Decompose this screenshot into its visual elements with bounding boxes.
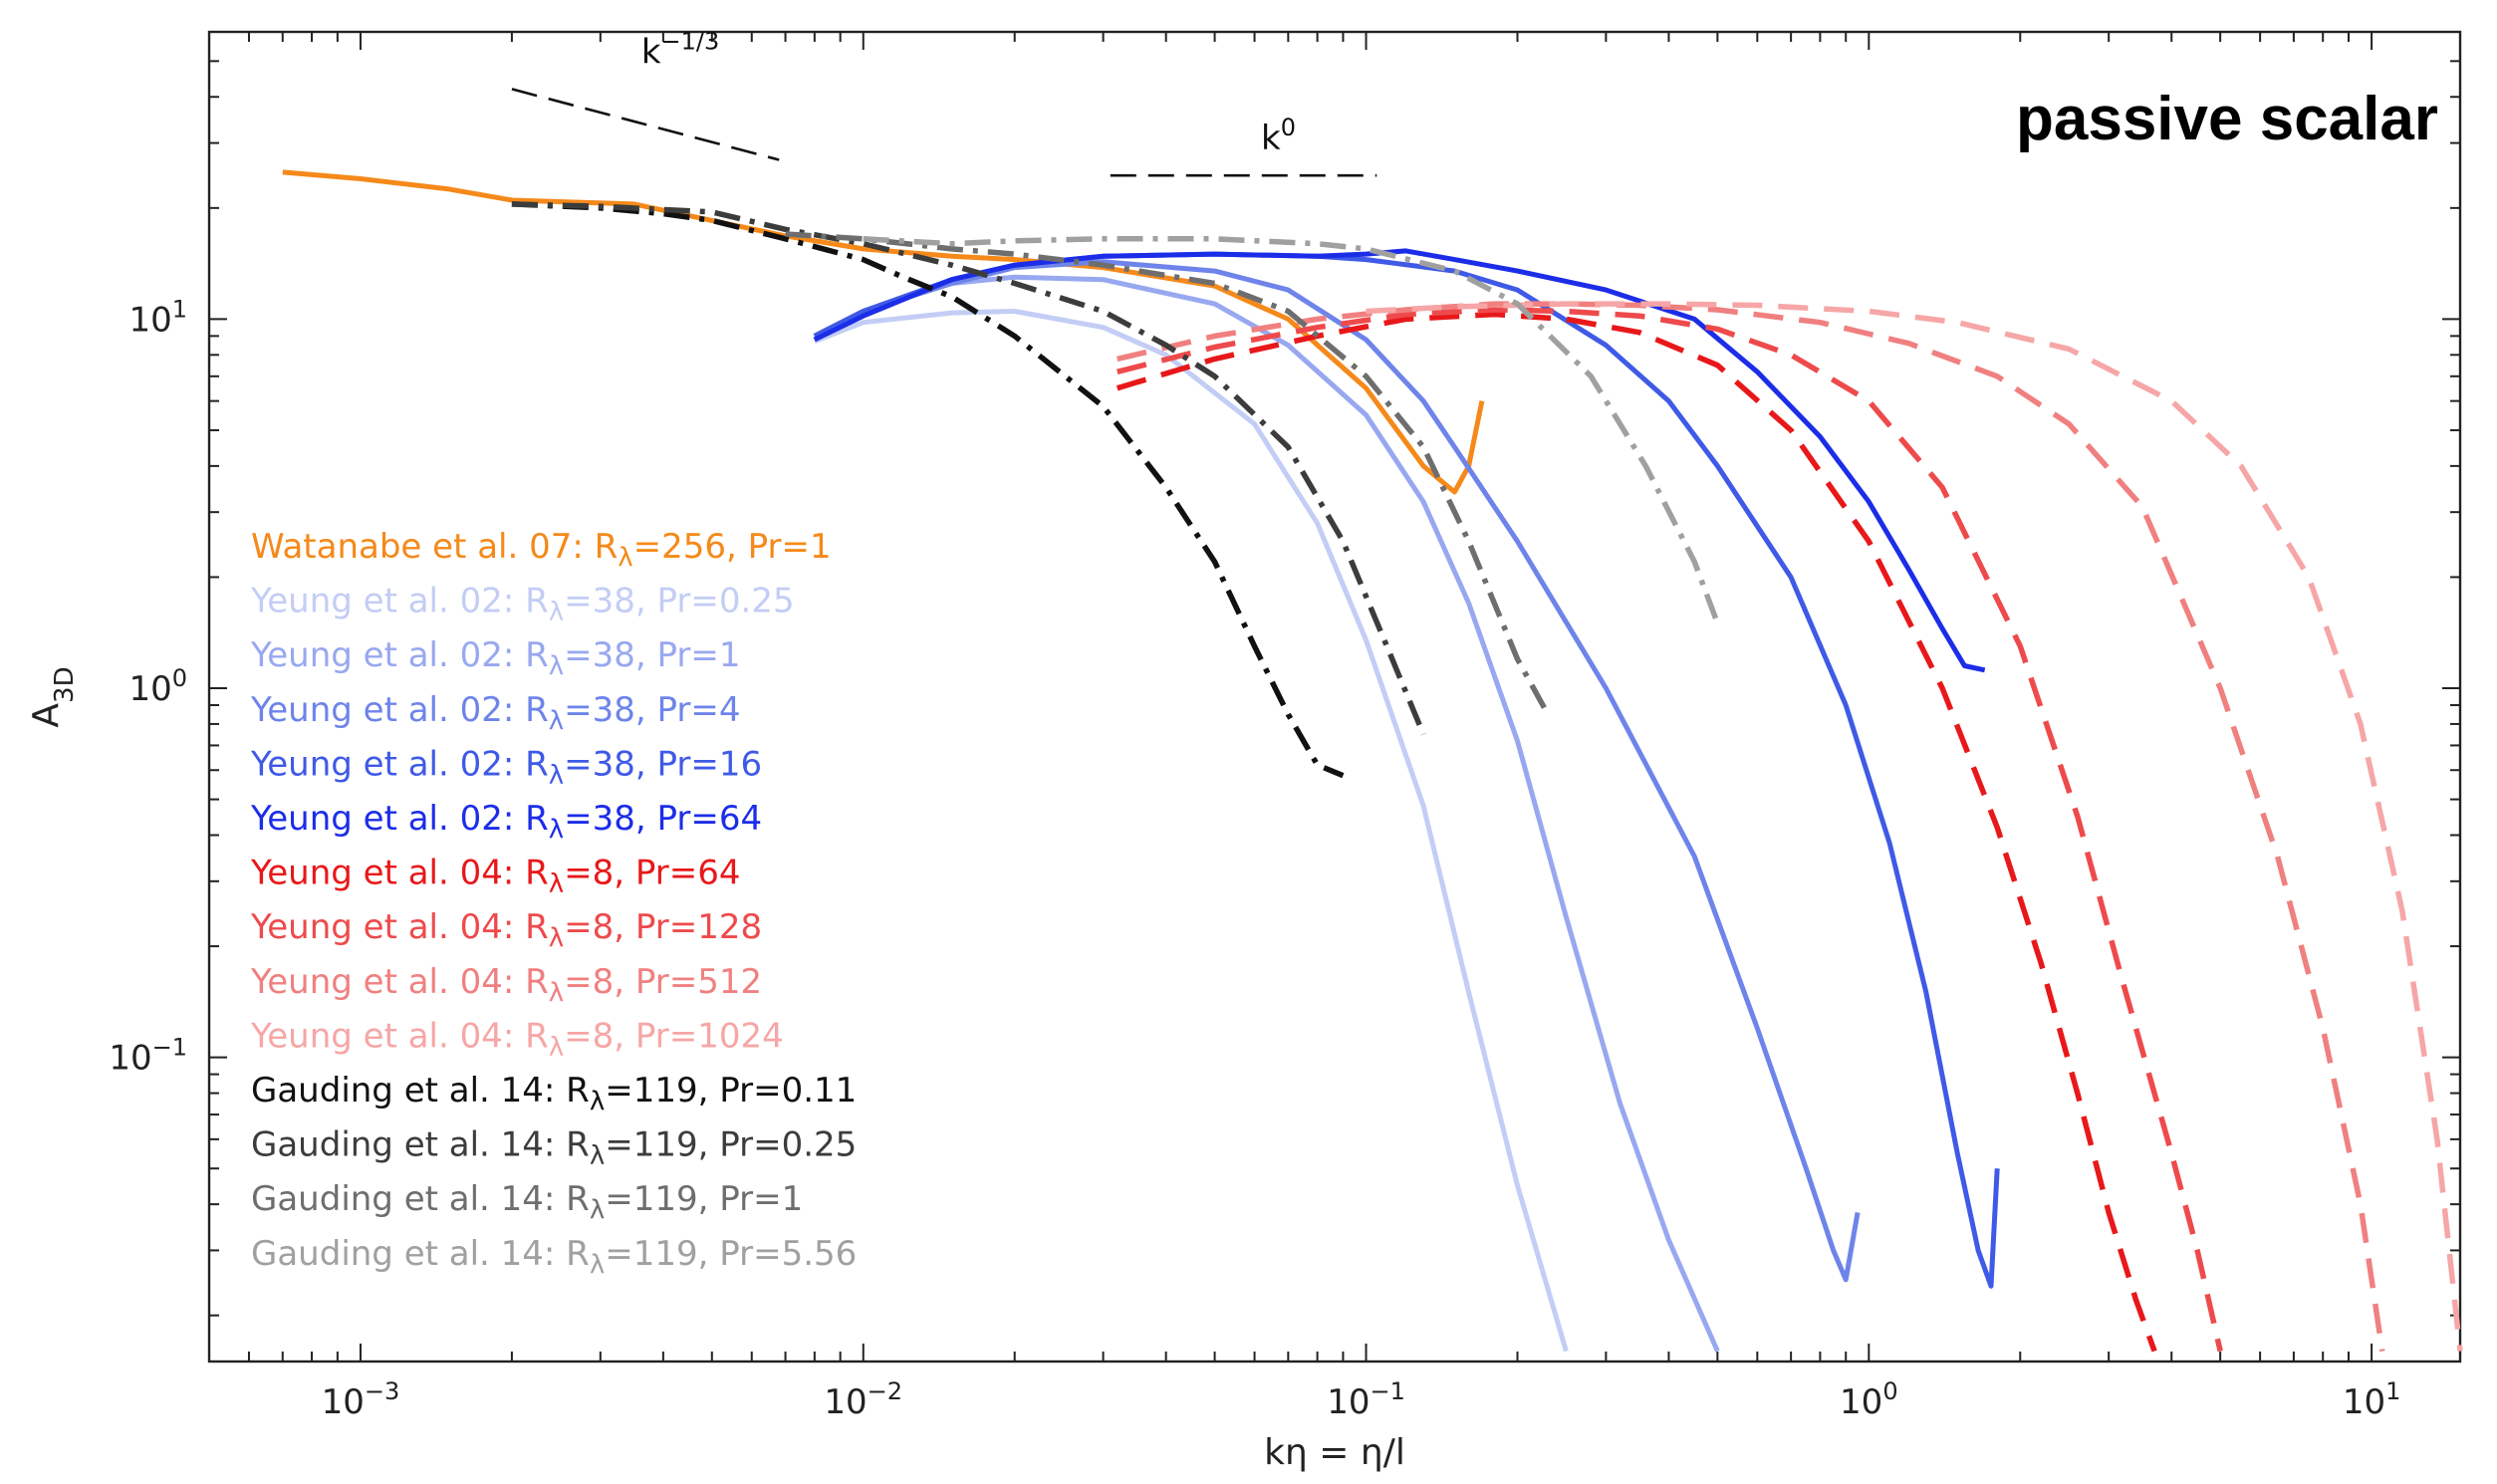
series-line-4 [813, 259, 1861, 1283]
reference-slope-line [511, 88, 780, 161]
legend-item: Yeung et al. 02: Rλ=38, Pr=16 [250, 744, 762, 790]
x-tick-label: 100 [1840, 1377, 1898, 1422]
series-line-3 [813, 274, 1720, 1353]
reference-slope-label: k0 [1261, 114, 1296, 158]
series-line-11 [511, 201, 1345, 779]
legend-item: Gauding et al. 14: Rλ=119, Pr=1 [251, 1179, 803, 1225]
legend-item: Yeung et al. 02: Rλ=38, Pr=1 [250, 635, 741, 681]
legend: Watanabe et al. 07: Rλ=256, Pr=1 Yeung et… [250, 527, 857, 1280]
series-line-5 [813, 251, 2000, 1289]
series-line-14 [863, 236, 1720, 624]
plot-frame [207, 30, 2462, 1363]
x-tick-label: 10−1 [1327, 1377, 1405, 1422]
legend-item: Yeung et al. 02: Rλ=38, Pr=64 [250, 799, 762, 845]
x-tick-label: 10−3 [322, 1377, 400, 1422]
legend-item: Yeung et al. 02: Rλ=38, Pr=4 [250, 690, 741, 736]
reference-slope-label: k−1/3 [641, 27, 719, 72]
y-tick-label: 101 [128, 295, 187, 340]
legend-item: Yeung et al. 04: Rλ=8, Pr=512 [250, 962, 762, 1008]
series-line-13 [785, 231, 1551, 716]
legend-item: Yeung et al. 04: Rλ=8, Pr=128 [250, 907, 762, 953]
series-line-10 [1366, 301, 2463, 1352]
series-lines [282, 169, 2463, 1353]
y-tick-label: 10−1 [109, 1034, 187, 1079]
axis-ticks [208, 31, 2460, 1361]
series-line-6 [813, 248, 1986, 673]
x-tick-label: 101 [2343, 1377, 2401, 1422]
series-line-1 [282, 169, 1485, 495]
legend-item: Gauding et al. 14: Rλ=119, Pr=0.11 [251, 1071, 857, 1116]
y-tick-label: 100 [128, 664, 187, 709]
legend-item: Yeung et al. 04: Rλ=8, Pr=64 [250, 854, 741, 899]
x-axis-label: kη = η/l [1264, 1432, 1405, 1473]
y-axis-label: A3D [26, 666, 80, 727]
chart-title: passive scalar [2016, 85, 2438, 153]
reference-lines: k−1/3 k0 [511, 27, 1377, 177]
legend-item: Yeung et al. 04: Rλ=8, Pr=1024 [250, 1016, 784, 1062]
legend-item: Gauding et al. 14: Rλ=119, Pr=0.25 [251, 1125, 857, 1171]
legend-item: Watanabe et al. 07: Rλ=256, Pr=1 [251, 527, 832, 573]
series-line-2 [813, 309, 1569, 1353]
series-line-7 [1116, 311, 2157, 1353]
series-line-9 [1117, 301, 2385, 1353]
x-tick-label: 10−2 [824, 1377, 902, 1422]
series-line-12 [511, 201, 1426, 736]
legend-item: Gauding et al. 14: Rλ=119, Pr=5.56 [251, 1234, 857, 1280]
series-line-8 [1117, 307, 2223, 1353]
legend-item: Yeung et al. 02: Rλ=38, Pr=0.25 [250, 582, 795, 627]
